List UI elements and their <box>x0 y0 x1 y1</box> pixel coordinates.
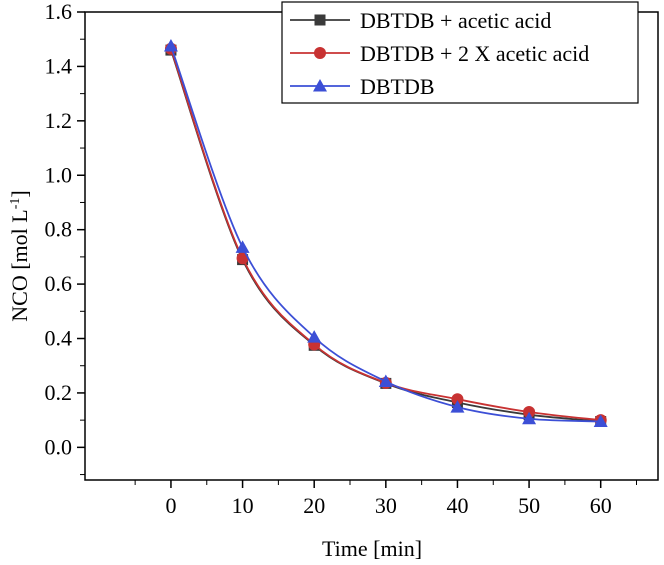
y-axis: 0.0 0.2 0.4 0.6 0.8 1.0 1.2 1.4 1.6 <box>45 0 85 476</box>
data-point <box>163 39 178 52</box>
series-line <box>170 49 601 423</box>
y-tick-label: 0.8 <box>45 217 73 242</box>
data-point <box>235 240 250 253</box>
x-tick-label: 30 <box>375 493 397 518</box>
series-line <box>170 48 601 422</box>
legend-marker <box>314 14 326 26</box>
y-tick-label: 0.6 <box>45 271 73 296</box>
x-tick-label: 0 <box>165 493 176 518</box>
data-point <box>451 393 464 406</box>
data-point <box>593 414 608 427</box>
y-axis-title-suffix: ] <box>7 190 32 197</box>
legend: DBTDB + acetic acid DBTDB + 2 X acetic ac… <box>281 1 639 104</box>
x-tick-label: 50 <box>518 493 540 518</box>
y-tick-label: 1.6 <box>45 0 73 24</box>
x-tick-label: 20 <box>303 493 325 518</box>
data-point <box>450 400 465 413</box>
legend-marker <box>313 79 327 92</box>
y-tick-label: 0.0 <box>45 434 73 459</box>
y-tick-label: 1.4 <box>45 53 73 78</box>
x-tick-label: 60 <box>590 493 612 518</box>
y-axis-title-main: NCO [mol L <box>7 209 32 321</box>
y-tick-label: 1.2 <box>45 108 73 133</box>
data-point <box>378 374 393 388</box>
x-tick-label: 40 <box>446 493 468 518</box>
data-point <box>236 252 249 265</box>
series-layer <box>163 39 608 427</box>
legend-label: DBTDB <box>360 74 435 99</box>
x-tick-label: 10 <box>232 493 254 518</box>
x-axis-title: Time [min] <box>322 536 422 561</box>
series-line <box>170 45 601 423</box>
data-point <box>307 330 322 343</box>
legend-label: DBTDB + 2 X acetic acid <box>360 41 589 66</box>
y-tick-label: 1.0 <box>45 162 73 187</box>
series-2 <box>163 39 608 427</box>
legend-marker <box>314 47 326 59</box>
x-axis: 0 10 20 30 40 50 60 <box>134 480 638 518</box>
y-tick-label: 0.2 <box>45 380 73 405</box>
y-axis-title: NCO [mol L-1] <box>7 190 32 321</box>
data-point <box>522 411 537 425</box>
legend-label: DBTDB + acetic acid <box>360 8 551 33</box>
y-tick-label: 0.4 <box>45 326 73 351</box>
y-axis-title-superscript: -1 <box>8 198 23 210</box>
